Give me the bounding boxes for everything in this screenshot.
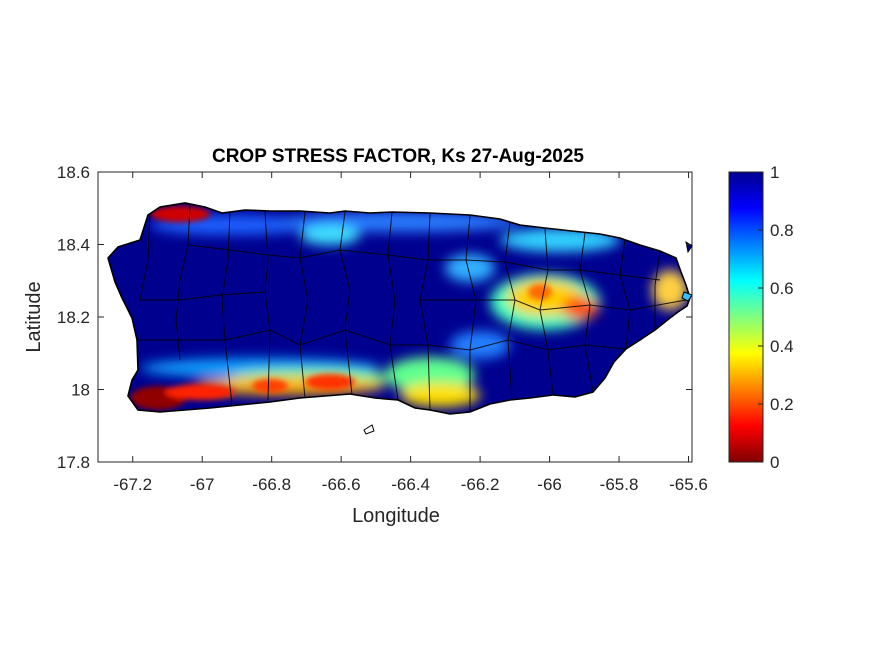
- vieques-edge: [681, 291, 693, 302]
- colorbar-tick-label: 0.2: [770, 395, 794, 414]
- x-tick-label: -66: [537, 475, 562, 494]
- boundary-line: [139, 209, 151, 301]
- chart-title: CROP STRESS FACTOR, Ks 27-Aug-2025: [212, 146, 584, 167]
- x-tick-label: -65.6: [669, 475, 708, 494]
- north-cyan-patch: [300, 225, 360, 245]
- boundary-line: [221, 209, 233, 406]
- y-axis-label: Latitude: [23, 281, 45, 352]
- northwest-red-patch: [150, 206, 210, 222]
- x-tick-label: -66.4: [391, 475, 430, 494]
- boundary-line: [187, 244, 661, 281]
- y-tick-label: 18: [71, 381, 90, 400]
- y-tick-label: 17.8: [57, 453, 90, 472]
- caguas-orange-patch: [528, 284, 552, 300]
- municipality-boundaries: [138, 204, 687, 412]
- heatmap-field: [108, 203, 690, 414]
- y-tick-label: 18.6: [57, 163, 90, 182]
- y-tick-label: 18.4: [57, 236, 90, 255]
- boundary-line: [264, 211, 271, 401]
- boundary-line: [175, 204, 191, 361]
- boundary-line: [299, 211, 309, 399]
- colorbar-tick-label: 0.6: [770, 279, 794, 298]
- southwest-red-band: [165, 384, 235, 400]
- south-red-patch: [252, 379, 288, 393]
- x-tick-label: -66.2: [461, 475, 500, 494]
- x-axis-label: Longitude: [352, 505, 440, 527]
- boundary-line: [339, 211, 353, 396]
- boundary-line: [654, 251, 661, 330]
- colorbar: [728, 171, 764, 463]
- caja-de-muertos-islet: [363, 424, 375, 435]
- y-axis-ticks: 17.8 18 18.2 18.4 18.6: [57, 163, 692, 472]
- boundary-line: [420, 299, 687, 311]
- south-central-yellow: [400, 383, 480, 407]
- y-tick-label: 18.2: [57, 308, 90, 327]
- east-coast-yellow: [652, 270, 688, 310]
- boundary-line: [138, 329, 627, 351]
- colorbar-tick-label: 0: [770, 453, 779, 472]
- colorbar-ticks: 0 0.2 0.4 0.6 0.8 1: [758, 163, 794, 472]
- x-axis-ticks: -67.2 -67 -66.8 -66.6 -66.4 -66.2 -66 -65.8 -65.…: [113, 172, 708, 494]
- boundary-line: [619, 239, 631, 350]
- east-central-red: [562, 296, 598, 320]
- boundary-line: [387, 211, 399, 401]
- colorbar-tick-label: 0.8: [770, 221, 794, 240]
- colorbar-tick-label: 0.4: [770, 337, 794, 356]
- x-tick-label: -67: [190, 475, 215, 494]
- x-tick-label: -66.8: [252, 475, 291, 494]
- southeast-interior-blue: [450, 331, 510, 359]
- colorbar-tick-label: 1: [770, 163, 779, 182]
- north-coast-band-east: [500, 228, 620, 252]
- boundary-line: [140, 291, 266, 301]
- ponce-red-patch: [305, 374, 355, 390]
- x-tick-label: -67.2: [113, 475, 152, 494]
- x-tick-label: -66.6: [322, 475, 361, 494]
- x-tick-label: -65.8: [600, 475, 639, 494]
